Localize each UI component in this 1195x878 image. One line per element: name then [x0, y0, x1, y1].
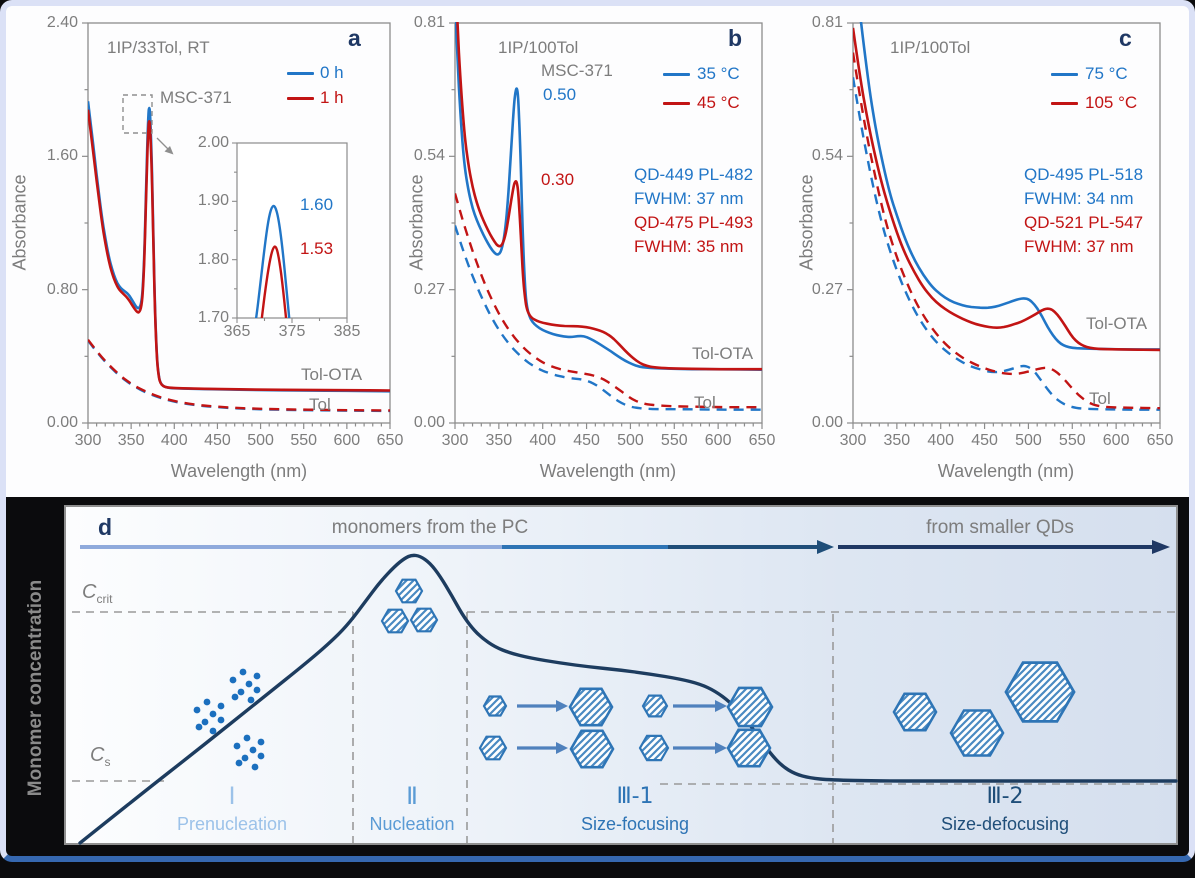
schematic-panel-background	[64, 505, 1178, 845]
y-axis-label-d: Monomer concentration	[25, 579, 46, 797]
spectra-background	[4, 4, 1191, 497]
